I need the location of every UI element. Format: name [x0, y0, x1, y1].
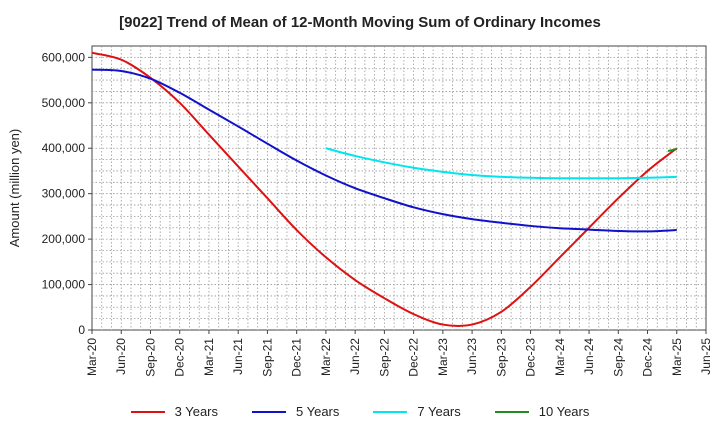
legend-label: 5 Years: [296, 404, 340, 419]
x-tick-label: Sep-22: [377, 338, 391, 377]
x-tick-label: Jun-22: [348, 338, 362, 375]
x-tick-label: Sep-24: [611, 338, 625, 377]
x-tick-label: Mar-23: [436, 338, 450, 376]
x-tick-label: Dec-23: [524, 338, 538, 377]
y-tick-label: 100,000: [42, 278, 86, 292]
x-tick-label: Mar-25: [670, 338, 684, 376]
series-lines: [91, 51, 678, 327]
axes: 0 100,000 200,000 300,000 400,000 500,000 600,…: [7, 50, 713, 376]
x-tick-label: Dec-22: [407, 338, 421, 377]
x-tick-label: Sep-20: [143, 338, 157, 377]
x-tick-label: Sep-21: [260, 338, 274, 377]
series-line-3-years: [91, 51, 678, 327]
plot-area: [91, 45, 707, 331]
legend-swatch: [494, 410, 529, 413]
x-tick-label: Jun-25: [699, 338, 713, 375]
y-tick-label: 200,000: [42, 232, 86, 246]
legend-item-5-years: 5 Years: [252, 404, 339, 419]
legend-label: 10 Years: [538, 404, 590, 419]
legend: 3 Years 5 Years 7 Years 10 Years: [0, 404, 720, 419]
legend-swatch: [252, 410, 286, 413]
x-tick-label: Dec-21: [290, 338, 304, 377]
legend-swatch: [373, 410, 408, 413]
y-tick-label: 600,000: [42, 50, 86, 64]
legend-label: 7 Years: [417, 404, 461, 419]
legend-label: 3 Years: [174, 404, 218, 419]
y-axis-title: Amount (million yen): [7, 129, 22, 248]
chart-title: [9022] Trend of Mean of 12-Month Moving …: [119, 14, 601, 31]
legend-item-3-years: 3 Years: [130, 404, 218, 419]
legend-item-7-years: 7 Years: [373, 404, 461, 419]
series-line-10-years: [667, 148, 677, 152]
x-tick-label: Mar-21: [202, 338, 216, 376]
x-tick-label: Dec-24: [641, 338, 655, 377]
x-tick-label: Jun-21: [231, 338, 245, 375]
y-tick-label: 300,000: [42, 187, 86, 201]
y-tick-label: 0: [78, 323, 85, 337]
x-tick-label: Mar-20: [85, 338, 99, 376]
x-tick-label: Dec-20: [173, 338, 187, 377]
series-line-7-years: [325, 147, 677, 180]
y-tick-label: 400,000: [42, 141, 86, 155]
x-tick-label: Mar-24: [553, 338, 567, 376]
legend-swatch: [130, 410, 165, 413]
x-tick-label: Jun-20: [114, 338, 128, 375]
x-tick-label: Sep-23: [494, 338, 508, 377]
gridlines: [92, 46, 706, 330]
series-line-5-years: [91, 68, 677, 233]
legend-item-10-years: 10 Years: [494, 404, 590, 419]
x-tick-label: Jun-23: [465, 338, 479, 375]
x-tick-label: Jun-24: [582, 338, 596, 375]
y-tick-label: 500,000: [42, 96, 86, 110]
x-tick-label: Mar-22: [319, 338, 333, 376]
